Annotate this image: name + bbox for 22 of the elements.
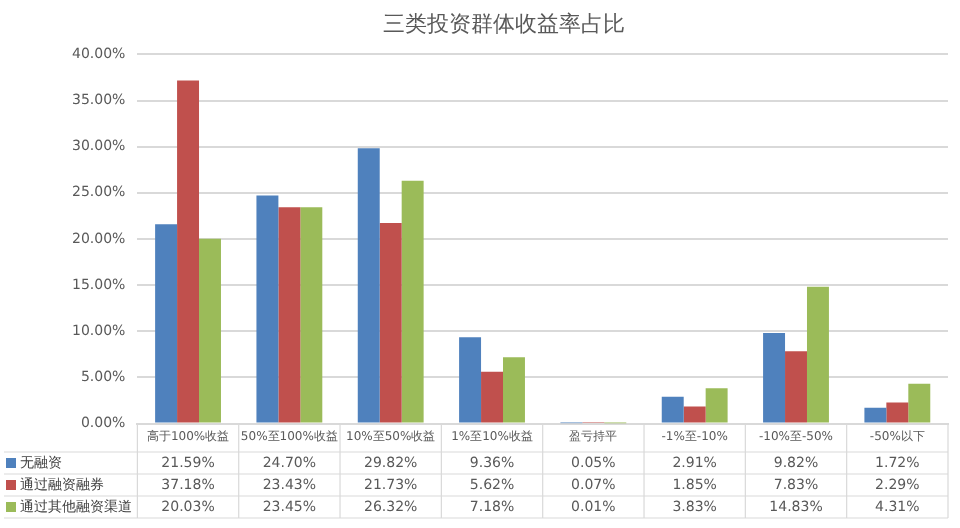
bar: [256, 195, 279, 423]
bar: [785, 351, 807, 423]
bar: [864, 407, 887, 423]
bar: [908, 383, 931, 423]
bar: [379, 223, 402, 423]
bar: [155, 224, 178, 423]
bar: [199, 238, 221, 423]
bar: [401, 180, 424, 423]
bar: [503, 357, 525, 423]
bar: [459, 337, 482, 423]
bar: [806, 286, 829, 423]
bar: [481, 371, 503, 423]
chart-title: 三类投资群体收益率占比: [383, 10, 625, 37]
bar: [661, 396, 684, 423]
bar: [763, 332, 786, 423]
bar: [177, 80, 200, 423]
bar: [357, 148, 380, 423]
bar: [705, 388, 728, 423]
bar: [886, 402, 909, 423]
bar: [278, 207, 301, 423]
bar: [300, 207, 323, 423]
bar: [683, 406, 706, 423]
